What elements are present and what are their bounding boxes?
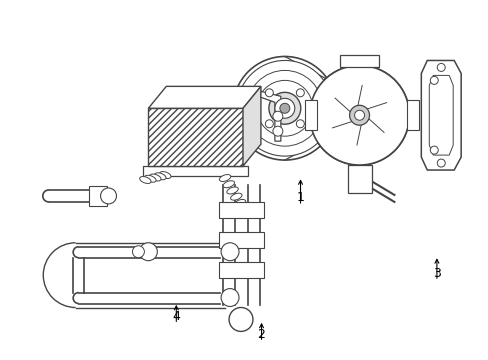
Circle shape <box>296 120 304 128</box>
Circle shape <box>309 66 408 165</box>
Bar <box>219 262 264 278</box>
Ellipse shape <box>230 193 242 200</box>
Text: 4: 4 <box>172 310 180 323</box>
Circle shape <box>233 57 336 160</box>
Ellipse shape <box>140 176 151 184</box>
Circle shape <box>429 146 437 154</box>
Circle shape <box>101 188 116 204</box>
Circle shape <box>221 243 239 261</box>
Ellipse shape <box>159 172 171 179</box>
Circle shape <box>132 246 144 258</box>
Circle shape <box>272 111 282 121</box>
Ellipse shape <box>234 199 245 206</box>
Circle shape <box>139 243 157 261</box>
Text: 1: 1 <box>296 192 304 204</box>
Bar <box>219 232 264 248</box>
Circle shape <box>321 77 397 153</box>
Bar <box>347 165 371 193</box>
Circle shape <box>309 66 408 165</box>
Circle shape <box>296 89 304 97</box>
Circle shape <box>237 60 332 156</box>
Circle shape <box>274 98 294 118</box>
Circle shape <box>436 63 444 71</box>
Ellipse shape <box>330 84 338 133</box>
Polygon shape <box>421 60 460 170</box>
Text: 3: 3 <box>432 267 440 280</box>
Circle shape <box>246 71 322 146</box>
Text: 2: 2 <box>257 328 265 341</box>
Circle shape <box>256 80 312 136</box>
Bar <box>219 202 264 218</box>
Circle shape <box>268 92 300 124</box>
Circle shape <box>436 159 444 167</box>
Polygon shape <box>428 75 452 155</box>
Circle shape <box>228 307 252 332</box>
Circle shape <box>429 76 437 84</box>
Ellipse shape <box>226 187 238 194</box>
Polygon shape <box>148 108 243 166</box>
Ellipse shape <box>223 181 234 188</box>
Ellipse shape <box>149 174 161 181</box>
Polygon shape <box>148 86 261 108</box>
Ellipse shape <box>154 173 166 180</box>
Circle shape <box>272 126 282 136</box>
Circle shape <box>265 89 273 97</box>
Polygon shape <box>261 91 280 141</box>
Ellipse shape <box>144 175 156 182</box>
Bar <box>407 100 419 130</box>
Polygon shape <box>143 166 247 176</box>
Ellipse shape <box>219 175 230 181</box>
Polygon shape <box>243 86 261 166</box>
Bar <box>88 186 106 206</box>
Circle shape <box>265 120 273 128</box>
Circle shape <box>349 105 369 125</box>
Ellipse shape <box>330 84 338 133</box>
Circle shape <box>354 110 364 120</box>
Bar <box>304 100 316 130</box>
Bar <box>339 55 379 67</box>
Circle shape <box>221 289 239 306</box>
Circle shape <box>279 103 289 113</box>
